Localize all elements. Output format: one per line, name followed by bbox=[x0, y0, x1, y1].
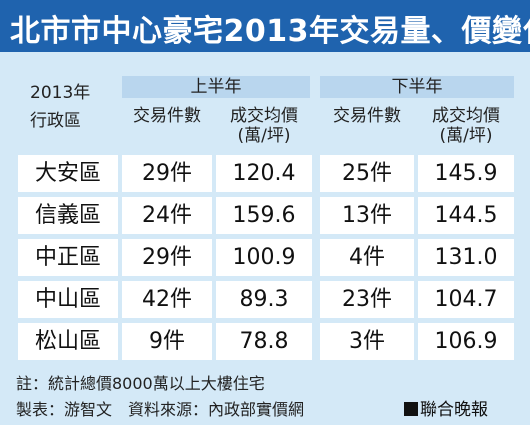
h1-price-header: 成交均價 (萬/坪) bbox=[230, 106, 298, 146]
h2-count-header: 交易件數 bbox=[333, 106, 401, 126]
h2-price-cell: 145.9 bbox=[418, 155, 514, 192]
table-row: 大安區 29件 120.4 25件 145.9 bbox=[0, 155, 530, 192]
district-cell: 中山區 bbox=[18, 281, 118, 318]
h1-count-cell: 29件 bbox=[122, 239, 212, 276]
h1-price-cell: 100.9 bbox=[216, 239, 312, 276]
district-cell: 松山區 bbox=[18, 323, 118, 360]
h1-price-cell: 159.6 bbox=[216, 197, 312, 234]
h1-price-cell: 78.8 bbox=[216, 323, 312, 360]
h2-count-cell: 25件 bbox=[320, 155, 414, 192]
h1-count-cell: 9件 bbox=[122, 323, 212, 360]
h2-count-cell: 4件 bbox=[320, 239, 414, 276]
district-cell: 信義區 bbox=[18, 197, 118, 234]
h1-count-cell: 42件 bbox=[122, 281, 212, 318]
table-row: 松山區 9件 78.8 3件 106.9 bbox=[0, 323, 530, 360]
table-row: 中正區 29件 100.9 4件 131.0 bbox=[0, 239, 530, 276]
h2-price-cell: 104.7 bbox=[418, 281, 514, 318]
credit-line: 製表：游智文 資料來源：內政部實價網 bbox=[16, 400, 305, 419]
page-title: 北市市中心豪宅2013年交易量、價變化 bbox=[10, 14, 530, 49]
h1-price-cell: 89.3 bbox=[216, 281, 312, 318]
h2-price-cell: 144.5 bbox=[418, 197, 514, 234]
h2-price-cell: 131.0 bbox=[418, 239, 514, 276]
h1-count-header: 交易件數 bbox=[133, 106, 201, 126]
first-half-header: 上半年 bbox=[122, 76, 310, 98]
h2-price-cell: 106.9 bbox=[418, 323, 514, 360]
table-row: 中山區 42件 89.3 23件 104.7 bbox=[0, 281, 530, 318]
h1-price-cell: 120.4 bbox=[216, 155, 312, 192]
h2-price-header: 成交均價 (萬/坪) bbox=[432, 106, 500, 146]
h2-count-cell: 23件 bbox=[320, 281, 414, 318]
h1-count-cell: 24件 bbox=[122, 197, 212, 234]
table-row: 信義區 24件 159.6 13件 144.5 bbox=[0, 197, 530, 234]
district-header: 行政區 bbox=[30, 111, 81, 131]
district-cell: 中正區 bbox=[18, 239, 118, 276]
black-square-icon bbox=[404, 402, 418, 416]
source-logo: 聯合晚報 bbox=[404, 395, 488, 420]
year-label: 2013年 bbox=[30, 83, 91, 103]
second-half-header: 下半年 bbox=[320, 76, 514, 98]
h1-count-cell: 29件 bbox=[122, 155, 212, 192]
title-bar: 北市市中心豪宅2013年交易量、價變化 bbox=[0, 0, 530, 52]
h2-count-cell: 3件 bbox=[320, 323, 414, 360]
footnote: 註：統計總價8000萬以上大樓住宅 bbox=[16, 374, 265, 393]
district-cell: 大安區 bbox=[18, 155, 118, 192]
h2-count-cell: 13件 bbox=[320, 197, 414, 234]
